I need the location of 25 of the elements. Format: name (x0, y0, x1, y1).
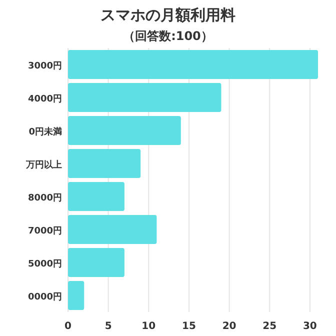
bar (68, 214, 157, 244)
x-tick-label: 20 (222, 321, 236, 332)
bar (68, 50, 318, 80)
bar (68, 148, 141, 178)
bar (68, 182, 124, 212)
bar (68, 248, 124, 278)
chart-subtitle: （回答数:100） (123, 29, 213, 43)
y-tick-label: 万円以上 (25, 160, 62, 170)
chart-title: スマホの月額利用料 (100, 6, 236, 24)
y-tick-label: 4000円 (28, 94, 62, 104)
y-tick-label: 3000円 (28, 60, 62, 72)
y-tick-label: 7000円 (28, 226, 62, 236)
y-tick-label: 0円未満 (28, 126, 62, 138)
y-tick-label: 5000円 (28, 258, 62, 270)
x-tick-label: 25 (262, 321, 277, 332)
y-tick-label: 8000円 (28, 192, 62, 204)
y-tick-label: 0000円 (28, 292, 62, 302)
x-tick-label: 0 (64, 321, 72, 332)
bar (68, 82, 222, 112)
bar (68, 116, 181, 146)
x-tick-label: 30 (302, 321, 317, 332)
x-tick-label: 5 (104, 321, 112, 332)
x-tick-label: 10 (142, 321, 156, 332)
x-tick-label: 15 (182, 321, 196, 332)
bar (68, 280, 84, 310)
